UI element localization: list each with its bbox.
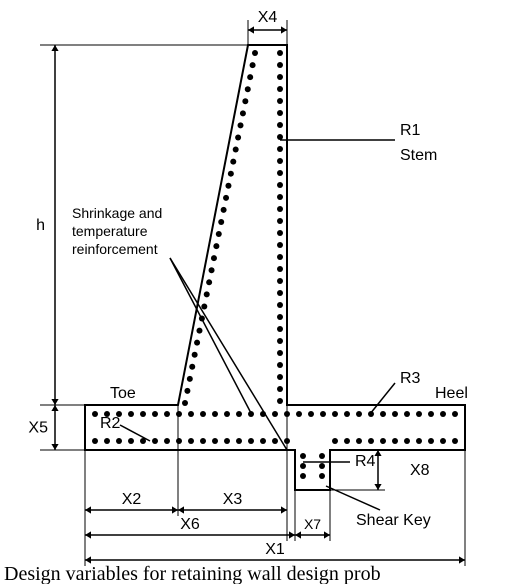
- label-heel: Heel: [435, 385, 468, 402]
- label-shrinkage-1: Shrinkage and: [72, 205, 162, 221]
- svg-text:X3: X3: [223, 491, 243, 508]
- label-stem: Stem: [400, 147, 437, 164]
- retaining-wall-outline: [85, 45, 465, 490]
- label-toe: Toe: [110, 385, 136, 402]
- label-shrinkage-2: temperature: [72, 223, 148, 239]
- label-r1: R1: [400, 122, 421, 139]
- svg-text:X8: X8: [410, 462, 430, 479]
- label-r2: R2: [100, 415, 121, 432]
- label-shear-key: Shear Key: [356, 512, 431, 529]
- label-r4: R4: [355, 453, 376, 470]
- svg-text:X7: X7: [304, 516, 321, 532]
- rebar-dots: [92, 50, 458, 479]
- figure-caption: Design variables for retaining wall desi…: [4, 563, 381, 584]
- svg-text:h: h: [36, 217, 45, 234]
- label-shrinkage-3: reinforcement: [72, 241, 158, 257]
- label-r3: R3: [400, 370, 421, 387]
- svg-text:X2: X2: [122, 491, 142, 508]
- svg-text:X4: X4: [258, 9, 278, 26]
- svg-text:X5: X5: [28, 420, 48, 437]
- svg-text:X1: X1: [265, 541, 285, 558]
- svg-text:X6: X6: [180, 516, 200, 533]
